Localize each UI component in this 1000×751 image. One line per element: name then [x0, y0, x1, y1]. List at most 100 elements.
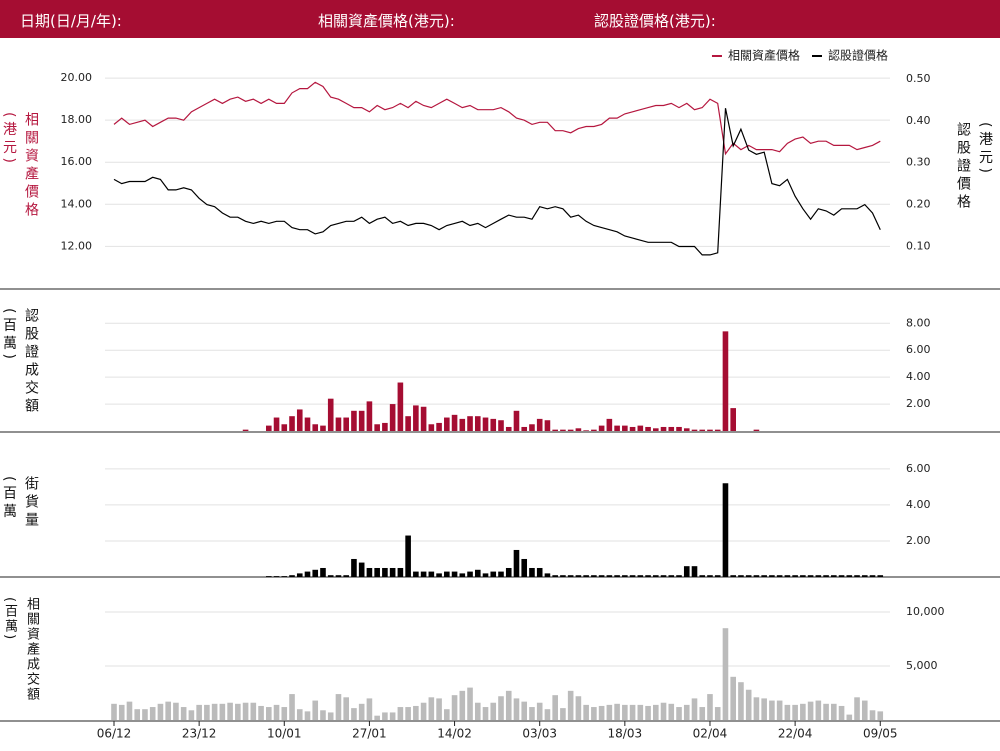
bar [792, 575, 798, 577]
bar [575, 696, 582, 720]
x-tick-label: 14/02 [437, 727, 472, 741]
bar [157, 703, 164, 720]
bar [335, 694, 342, 720]
x-tick-label: 23/12 [182, 727, 217, 741]
y-tick-label: 16.00 [61, 155, 93, 168]
x-tick-label: 03/03 [522, 727, 557, 741]
bar [753, 575, 760, 577]
bar [575, 428, 582, 431]
bar [173, 702, 179, 720]
bar [351, 708, 357, 720]
bar [304, 711, 311, 720]
x-tick-label: 09/05 [863, 727, 898, 741]
bar [351, 558, 357, 577]
x-tick-label: 10/01 [267, 727, 302, 741]
bar [622, 425, 628, 431]
bar [482, 573, 489, 577]
bar [428, 424, 435, 431]
y-axis-label: 相關資產成交額(百萬) [2, 597, 39, 702]
x-tick-label: 22/04 [778, 727, 813, 741]
bar [320, 567, 326, 577]
bar [653, 575, 659, 577]
bar [273, 417, 280, 431]
bar [374, 715, 380, 720]
bar [513, 410, 520, 431]
bar [567, 575, 574, 577]
bar [420, 702, 427, 720]
bar [769, 575, 775, 577]
bar [552, 575, 558, 577]
bar [629, 426, 636, 431]
bar [382, 712, 388, 720]
bar [622, 575, 628, 577]
bar [583, 575, 589, 577]
bar [761, 575, 767, 577]
bar [529, 424, 535, 431]
bar [180, 707, 187, 720]
bar [714, 707, 721, 720]
bar [784, 575, 791, 577]
bar [505, 567, 512, 577]
bar [668, 703, 675, 720]
bar [366, 401, 373, 431]
bar [653, 428, 659, 431]
bar [800, 575, 806, 577]
bar [258, 705, 264, 720]
bar [327, 712, 334, 720]
y-axis-label: 街貨量(百萬份) [1, 476, 39, 530]
bar [745, 689, 752, 720]
bar [250, 702, 257, 720]
bar [591, 429, 597, 431]
bar [722, 483, 729, 577]
y-tick-label: 8.00 [906, 316, 931, 329]
bar [428, 571, 435, 577]
bar [714, 575, 721, 577]
bar [606, 418, 613, 431]
bar [598, 425, 605, 431]
bar [846, 575, 853, 577]
bar [575, 575, 582, 577]
bar [327, 575, 334, 577]
bar [343, 417, 349, 431]
bar [266, 576, 272, 577]
bar [467, 416, 473, 431]
bar [366, 567, 373, 577]
bar [474, 569, 481, 577]
bar [382, 567, 388, 577]
bar [683, 428, 690, 431]
bar [482, 707, 489, 720]
bar [738, 682, 744, 720]
bar [683, 566, 690, 577]
bar [831, 575, 837, 577]
y2-tick-label: 0.20 [906, 198, 931, 211]
bar [444, 417, 450, 431]
bar [807, 575, 814, 577]
bar [877, 575, 884, 577]
bar [490, 418, 497, 431]
bar [776, 700, 783, 720]
bar [637, 704, 644, 720]
bar [529, 567, 535, 577]
bar [707, 575, 713, 577]
bar [714, 429, 721, 431]
bar [296, 573, 303, 577]
bar [645, 705, 651, 720]
bar [474, 702, 481, 720]
bar [738, 575, 744, 577]
bar [498, 696, 504, 720]
x-tick-label: 18/03 [608, 727, 643, 741]
underlying-label: 相關資產價格(港元): [318, 12, 455, 30]
bar [397, 707, 404, 720]
bar [567, 690, 574, 720]
bar [358, 703, 365, 720]
bar [188, 710, 195, 720]
y-tick-label: 2.00 [906, 397, 931, 410]
bar [281, 424, 288, 431]
bar [691, 698, 698, 720]
bar [118, 704, 125, 720]
bar [807, 701, 814, 720]
bar [420, 571, 427, 577]
bar [846, 714, 853, 720]
bar [382, 422, 388, 431]
